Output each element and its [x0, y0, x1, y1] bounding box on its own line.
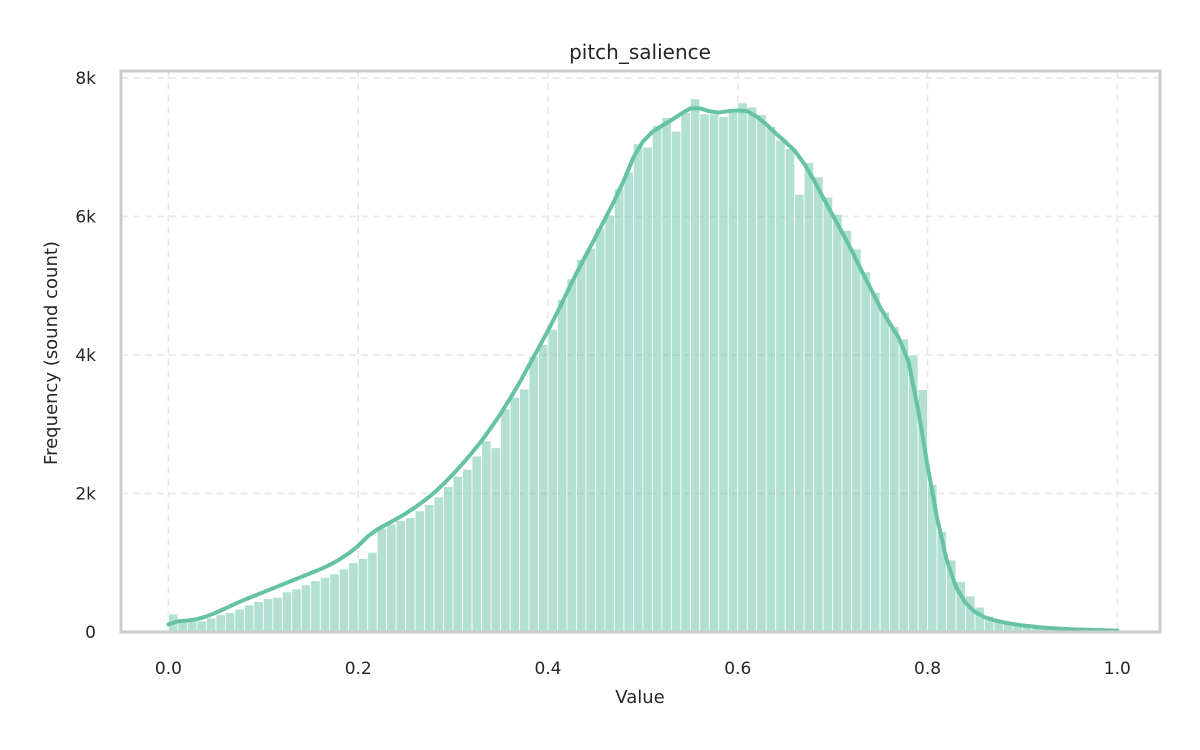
histogram-bar	[841, 229, 853, 633]
histogram-bar	[718, 116, 729, 633]
y-axis-ticks: 0 2k 4k 6k 8k	[75, 69, 96, 643]
histogram-bar	[357, 558, 369, 633]
histogram-bar	[595, 227, 606, 633]
histogram-bar	[680, 112, 691, 633]
histogram-bar	[670, 130, 682, 633]
histogram-bar	[433, 496, 445, 633]
histogram-bar	[794, 193, 805, 633]
y-tick-label: 2k	[75, 484, 96, 504]
histogram-bar	[376, 527, 388, 633]
histogram-bar	[310, 580, 321, 633]
histogram-bar	[898, 338, 909, 633]
histogram-bar	[604, 214, 615, 633]
histogram-bar	[348, 562, 359, 633]
histogram-bar	[215, 614, 226, 633]
histogram-bar	[614, 188, 625, 633]
kde-curve	[166, 106, 1120, 633]
histogram-bar	[870, 292, 881, 633]
x-tick-label: 0.8	[914, 659, 941, 679]
histogram-bar	[879, 311, 890, 633]
histogram-bar	[471, 455, 482, 633]
histogram-bar	[651, 125, 663, 633]
histogram-bar	[860, 271, 871, 633]
histogram-bar	[500, 408, 511, 633]
histogram-bar	[822, 196, 834, 633]
histogram-bar	[243, 604, 255, 633]
y-tick-label: 6k	[75, 207, 96, 227]
y-axis-label: Frequency (sound count)	[41, 241, 62, 465]
x-axis-label: Value	[615, 687, 664, 708]
histogram-bar	[462, 468, 473, 633]
histogram-bar	[737, 102, 748, 633]
kde-curve-layer	[166, 106, 1120, 633]
histogram-bar	[291, 588, 302, 633]
histogram-bar	[813, 176, 824, 633]
histogram-bar	[803, 162, 815, 633]
histogram-bar	[699, 113, 710, 633]
histogram-bar	[566, 278, 577, 633]
histogram-bar	[642, 146, 653, 633]
histogram-bar	[632, 143, 644, 633]
histogram-bar	[585, 247, 596, 633]
histogram-bar	[205, 617, 217, 633]
histogram-bar	[452, 475, 463, 633]
histogram-bar	[661, 117, 672, 633]
histogram-bar	[557, 299, 568, 633]
histogram-bar	[623, 171, 634, 633]
histogram-bar	[965, 595, 976, 633]
histogram-bar	[490, 447, 501, 633]
histogram-bar	[832, 213, 843, 633]
x-tick-label: 1.0	[1104, 659, 1131, 679]
histogram-bar	[765, 126, 777, 633]
histogram-bar	[395, 520, 407, 633]
histogram-bar	[386, 523, 397, 633]
histogram-bar	[319, 576, 331, 633]
histogram-bar	[224, 612, 236, 633]
histogram-bars	[168, 98, 1118, 633]
histogram-bar	[253, 601, 264, 633]
histogram-bar	[338, 568, 350, 633]
x-tick-label: 0.2	[345, 659, 372, 679]
histogram-bar	[547, 328, 558, 633]
histogram-bar	[443, 486, 454, 633]
x-tick-label: 0.4	[534, 659, 561, 679]
histogram-bar	[756, 114, 767, 633]
histogram-bar	[519, 388, 530, 633]
histogram-bar	[272, 596, 283, 633]
histogram-bar	[509, 396, 520, 633]
histogram-bar	[281, 591, 293, 633]
histogram-bar	[576, 258, 587, 633]
x-tick-label: 0.0	[155, 659, 182, 679]
histogram-bar	[708, 113, 720, 633]
chart-title: pitch_salience	[569, 40, 711, 64]
histogram-bar	[424, 504, 435, 633]
y-tick-label: 4k	[75, 346, 96, 366]
histogram-bar	[414, 510, 426, 633]
histogram-bar	[300, 584, 312, 633]
histogram-bar	[746, 106, 758, 633]
histogram-bar	[262, 598, 274, 633]
histogram-bar	[367, 551, 378, 633]
histogram-bar	[784, 148, 796, 633]
histogram-bar	[538, 344, 549, 633]
histogram-bar	[329, 573, 340, 633]
histogram-bar	[851, 248, 862, 633]
y-tick-label: 0	[85, 623, 96, 643]
x-tick-label: 0.6	[724, 659, 751, 679]
histogram-bar	[775, 139, 786, 633]
histogram-bar	[481, 440, 492, 633]
histogram-bar	[528, 355, 539, 633]
y-tick-label: 8k	[75, 69, 96, 89]
histogram-bar	[234, 608, 245, 633]
histogram-bar	[727, 112, 739, 633]
plot-frame	[119, 69, 1162, 634]
histogram-bar	[405, 517, 416, 633]
histogram-bar	[689, 98, 701, 633]
histogram-bar	[889, 326, 900, 633]
x-axis-ticks: 0.0 0.2 0.4 0.6 0.8 1.0	[155, 659, 1131, 679]
histogram-bar	[196, 620, 207, 633]
